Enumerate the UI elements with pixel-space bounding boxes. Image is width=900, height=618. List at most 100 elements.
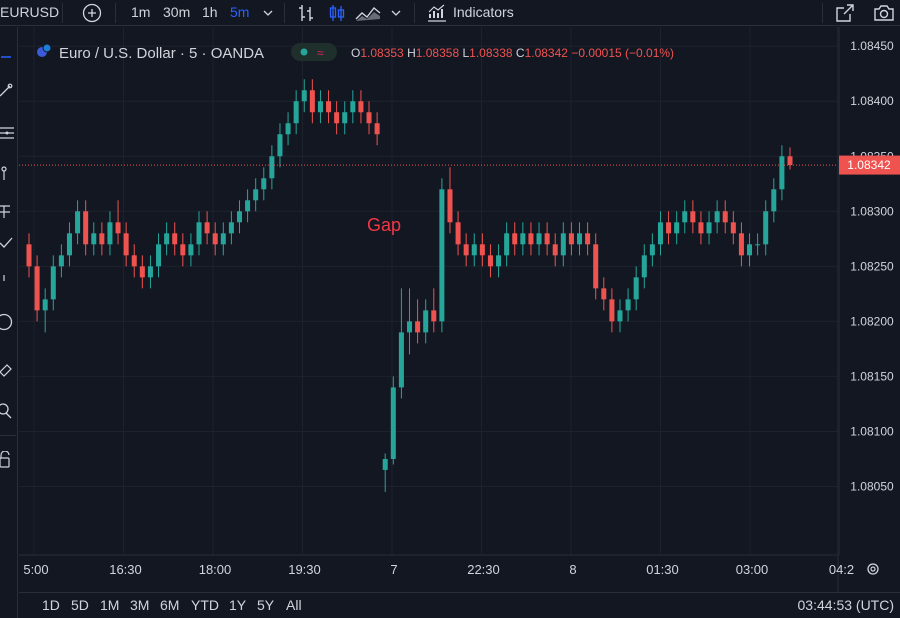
chevron-down-icon[interactable]: [390, 0, 402, 26]
utc-clock[interactable]: 03:44:53 (UTC): [797, 597, 894, 613]
time-tick-label: 18:00: [199, 562, 232, 577]
candle-body: [479, 244, 485, 256]
circle-icon[interactable]: [0, 313, 16, 331]
candle-body: [156, 244, 162, 267]
candle-body: [738, 233, 744, 256]
candle-body: [83, 211, 89, 245]
price-tick-label: 1.08050: [850, 479, 894, 493]
chevron-down-icon[interactable]: [262, 0, 274, 26]
price-tick-label: 1.08300: [850, 204, 894, 218]
price-tick-label: 1.08450: [850, 39, 894, 53]
candle-body: [601, 288, 607, 300]
candle-body: [641, 255, 647, 278]
bar-style-icon[interactable]: [297, 0, 315, 26]
candle-body: [560, 233, 566, 256]
text-icon[interactable]: [0, 235, 16, 251]
price-tick-label: 1.08150: [850, 369, 894, 383]
fib-icon[interactable]: [0, 125, 16, 141]
candle-body: [382, 458, 388, 470]
candle-body: [123, 233, 129, 256]
candle-body: [787, 156, 793, 166]
zoom-icon[interactable]: [0, 403, 16, 419]
candle-body: [277, 134, 283, 157]
candle-body: [431, 310, 437, 322]
candle-body: [374, 123, 380, 135]
interval-1m[interactable]: 1m: [131, 4, 151, 20]
candle-body: [358, 101, 364, 113]
candle-body: [577, 233, 583, 245]
range-all[interactable]: All: [286, 597, 302, 613]
candle-body: [504, 233, 510, 256]
market-status-badge[interactable]: [291, 43, 337, 61]
candle-body: [66, 233, 72, 256]
brush-icon[interactable]: [0, 165, 16, 181]
range-ytd[interactable]: YTD: [191, 597, 219, 613]
time-tick-label: 04:2: [829, 562, 854, 577]
range-3m[interactable]: 3M: [130, 597, 150, 613]
camera-icon[interactable]: [873, 0, 895, 26]
interval-1h[interactable]: 1h: [202, 4, 218, 20]
candle-body: [220, 233, 226, 245]
plus-circle-icon[interactable]: [82, 0, 102, 26]
candle-body: [714, 211, 720, 223]
trend-line-icon[interactable]: [0, 83, 16, 99]
indicators-icon[interactable]: [427, 0, 447, 26]
toolbar-divider: [284, 3, 285, 23]
interval-30m[interactable]: 30m: [163, 4, 191, 20]
time-tick-label: 5:00: [23, 562, 48, 577]
last-price-tag-text: 1.08342: [847, 158, 891, 172]
candle-body: [406, 321, 413, 333]
symbol-search[interactable]: EURUSD: [0, 4, 60, 20]
range-5y[interactable]: 5Y: [257, 597, 275, 613]
candle-body: [625, 299, 631, 311]
delay-icon: ≈: [317, 46, 324, 60]
range-1m[interactable]: 1M: [100, 597, 120, 613]
legend-title[interactable]: Euro / U.S. Dollar · 5 · OANDA: [59, 45, 264, 62]
indicators-button[interactable]: Indicators: [453, 4, 514, 20]
price-axis[interactable]: 1.084501.084001.083501.083001.082501.082…: [850, 39, 894, 493]
gear-icon[interactable]: [867, 563, 879, 575]
gap-annotation[interactable]: Gap: [367, 215, 401, 235]
candle-body: [350, 101, 356, 113]
range-6m[interactable]: 6M: [160, 597, 180, 613]
candle-body: [520, 233, 526, 245]
candle-body: [649, 244, 655, 256]
lock-icon[interactable]: [0, 450, 16, 468]
ruler-icon[interactable]: [0, 361, 16, 377]
candle-body: [682, 211, 688, 223]
candle-body: [34, 266, 40, 311]
candle-body: [326, 101, 332, 113]
candle-body: [342, 112, 348, 124]
snapshot-icon[interactable]: [835, 0, 855, 26]
pattern-icon[interactable]: [0, 203, 16, 219]
candle-body: [617, 310, 623, 322]
price-chart[interactable]: 1.084501.084001.083501.083001.082501.082…: [19, 27, 900, 592]
candle-body: [722, 211, 728, 223]
time-axis[interactable]: 5:00 16:30 18:00 19:30 7 22:30 8 01:30 03:00 04:2: [23, 562, 854, 577]
candle-body: [309, 90, 315, 113]
candle-body: [50, 266, 56, 300]
time-tick-label: 7: [390, 562, 397, 577]
candle-body: [269, 156, 275, 179]
candle-body: [58, 255, 64, 267]
range-5d[interactable]: 5D: [71, 597, 89, 613]
candle-body: [236, 211, 242, 223]
cursor-icon[interactable]: [0, 49, 16, 65]
chart-background: [19, 27, 900, 592]
candle-body: [609, 299, 615, 322]
candles-icon[interactable]: [327, 0, 347, 26]
time-tick-label: 22:30: [467, 562, 500, 577]
range-1y[interactable]: 1Y: [229, 597, 247, 613]
candle-body: [139, 266, 145, 278]
candle-body: [779, 156, 785, 190]
toolbar-divider: [62, 3, 63, 23]
range-1d[interactable]: 1D: [42, 597, 60, 613]
interval-5m[interactable]: 5m: [230, 4, 250, 20]
candle-body: [301, 90, 307, 102]
price-tick-label: 1.08200: [850, 314, 894, 328]
last-price-tag: [839, 155, 900, 175]
candle-body: [366, 112, 372, 124]
area-icon[interactable]: [355, 0, 381, 26]
shape-icon[interactable]: [0, 273, 16, 289]
candle-body: [447, 189, 453, 223]
